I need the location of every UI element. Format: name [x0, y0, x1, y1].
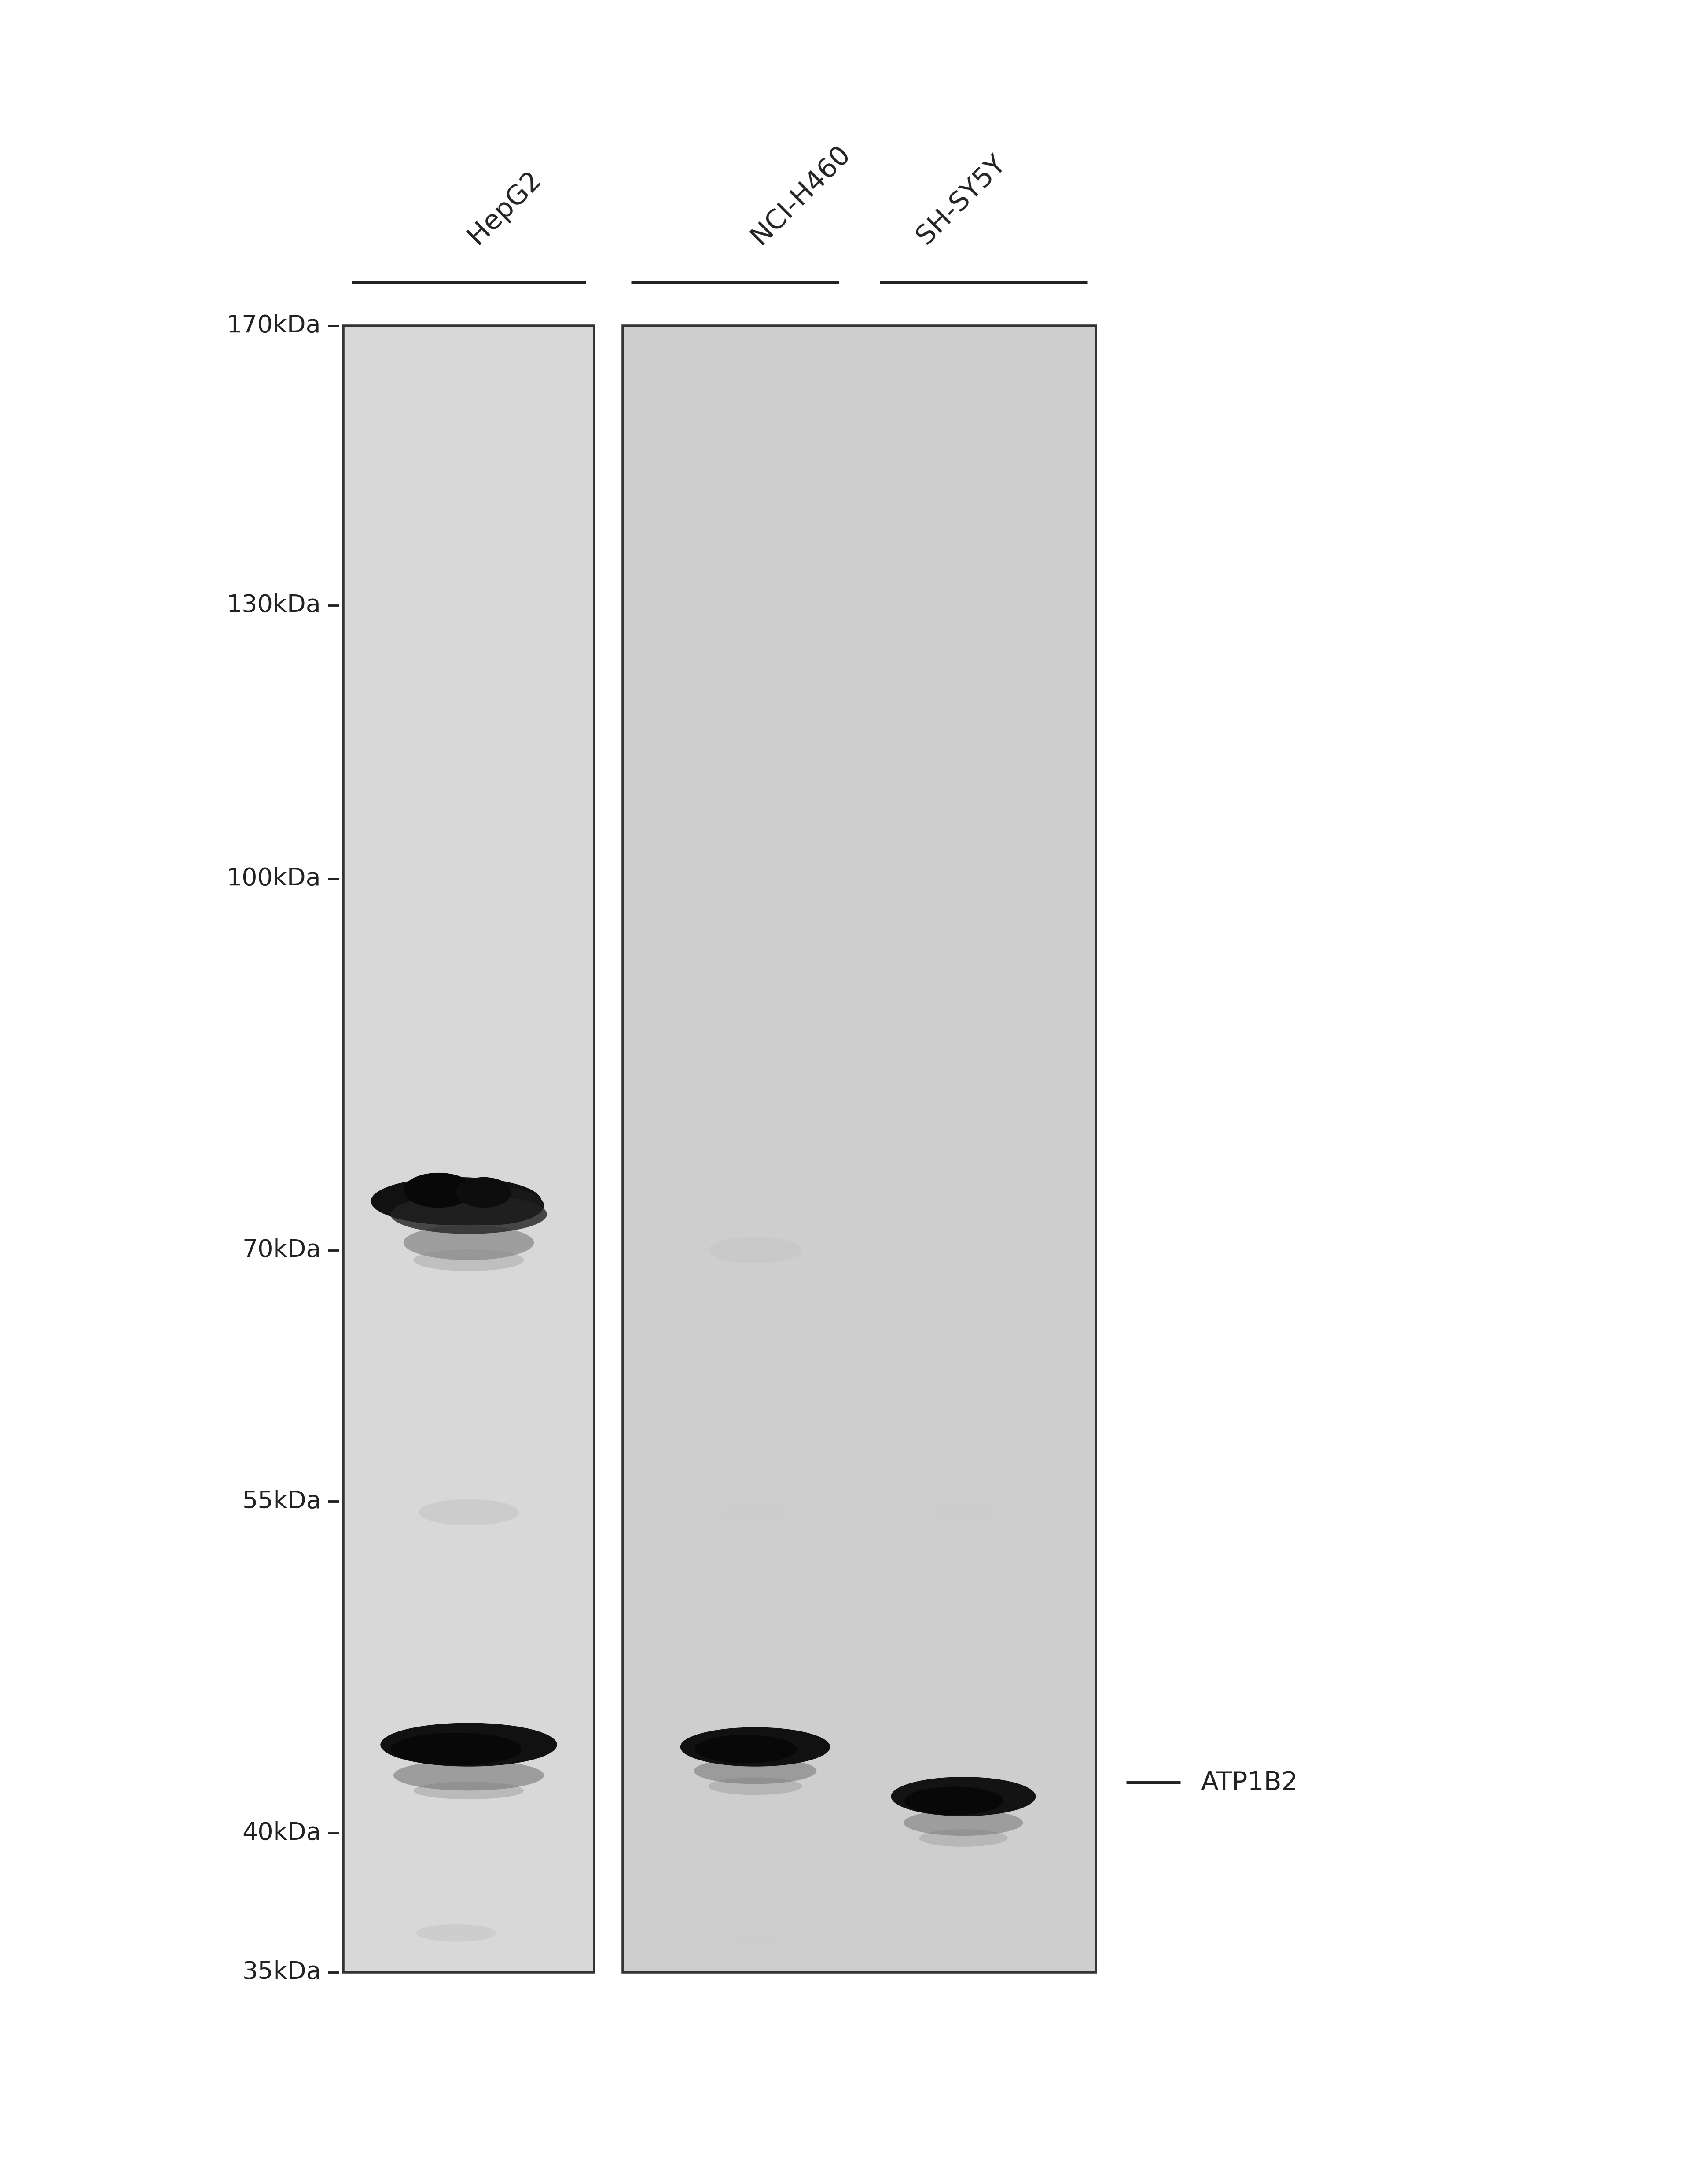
Bar [343, 325, 595, 1972]
Ellipse shape [394, 1760, 544, 1791]
Ellipse shape [416, 1924, 497, 1942]
Ellipse shape [708, 1236, 803, 1262]
Ellipse shape [404, 1173, 473, 1208]
Ellipse shape [919, 1830, 1007, 1848]
Ellipse shape [414, 1782, 524, 1800]
Ellipse shape [370, 1177, 541, 1225]
Ellipse shape [390, 1732, 522, 1765]
Text: HepG2: HepG2 [463, 166, 546, 249]
Ellipse shape [404, 1225, 534, 1260]
Ellipse shape [891, 1778, 1036, 1817]
Ellipse shape [695, 1758, 816, 1784]
Text: 40kDa: 40kDa [242, 1821, 321, 1845]
Ellipse shape [380, 1723, 558, 1767]
Ellipse shape [390, 1195, 548, 1234]
Ellipse shape [717, 1500, 794, 1522]
Ellipse shape [434, 1186, 544, 1225]
Ellipse shape [456, 1177, 512, 1208]
Text: ATP1B2: ATP1B2 [1200, 1769, 1298, 1795]
Ellipse shape [708, 1778, 803, 1795]
Ellipse shape [414, 1249, 524, 1271]
Text: NCI-H460: NCI-H460 [747, 140, 855, 249]
Text: 35kDa: 35kDa [242, 1961, 321, 1983]
Ellipse shape [681, 1728, 830, 1767]
Text: SH-SY5Y: SH-SY5Y [913, 151, 1011, 249]
Ellipse shape [904, 1811, 1022, 1837]
Text: 130kDa: 130kDa [226, 594, 321, 618]
Text: 100kDa: 100kDa [226, 867, 321, 891]
Bar [622, 325, 1095, 1972]
Ellipse shape [695, 1734, 798, 1762]
Ellipse shape [725, 1931, 786, 1946]
Ellipse shape [904, 1787, 1004, 1815]
Text: 55kDa: 55kDa [242, 1489, 321, 1514]
Ellipse shape [419, 1498, 519, 1524]
Ellipse shape [931, 1500, 995, 1522]
Text: 170kDa: 170kDa [226, 314, 321, 339]
Text: 70kDa: 70kDa [242, 1238, 321, 1262]
